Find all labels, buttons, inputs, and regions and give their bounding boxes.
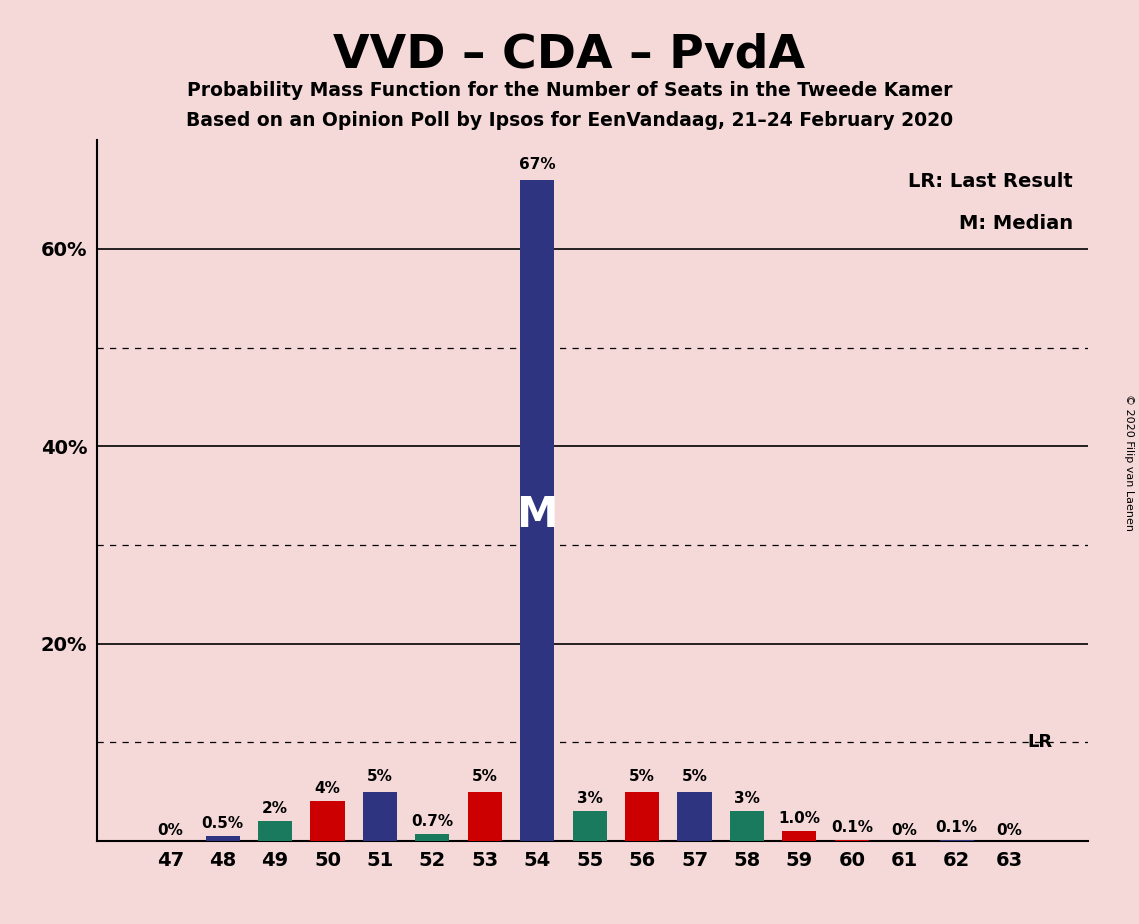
Bar [521,180,555,841]
Text: LR: LR [1027,733,1052,751]
Bar [468,792,502,841]
Text: 1.0%: 1.0% [778,811,820,826]
Bar [730,811,764,841]
Bar [940,840,974,841]
Text: M: M [516,494,558,536]
Bar [573,811,607,841]
Text: LR: Last Result: LR: Last Result [908,172,1073,191]
Text: 5%: 5% [367,769,393,784]
Text: 67%: 67% [519,157,556,172]
Text: 0.7%: 0.7% [411,814,453,829]
Text: 0%: 0% [157,823,183,838]
Text: 0.5%: 0.5% [202,816,244,831]
Text: 0%: 0% [997,823,1022,838]
Bar [835,840,869,841]
Text: 5%: 5% [472,769,498,784]
Text: 0.1%: 0.1% [935,820,977,835]
Text: 5%: 5% [681,769,707,784]
Text: 0.1%: 0.1% [830,820,872,835]
Text: Probability Mass Function for the Number of Seats in the Tweede Kamer: Probability Mass Function for the Number… [187,81,952,101]
Bar [363,792,398,841]
Text: 3%: 3% [576,791,603,807]
Bar [416,834,450,841]
Bar [311,801,344,841]
Text: 4%: 4% [314,782,341,796]
Text: M: Median: M: Median [959,214,1073,233]
Bar [625,792,659,841]
Text: © 2020 Filip van Laenen: © 2020 Filip van Laenen [1124,394,1133,530]
Text: 2%: 2% [262,801,288,816]
Bar [206,836,239,841]
Text: 0%: 0% [892,823,917,838]
Text: Based on an Opinion Poll by Ipsos for EenVandaag, 21–24 February 2020: Based on an Opinion Poll by Ipsos for Ee… [186,111,953,130]
Bar [782,831,817,841]
Text: 3%: 3% [734,791,760,807]
Text: 5%: 5% [629,769,655,784]
Bar [678,792,712,841]
Bar [259,821,292,841]
Text: VVD – CDA – PvdA: VVD – CDA – PvdA [334,32,805,78]
